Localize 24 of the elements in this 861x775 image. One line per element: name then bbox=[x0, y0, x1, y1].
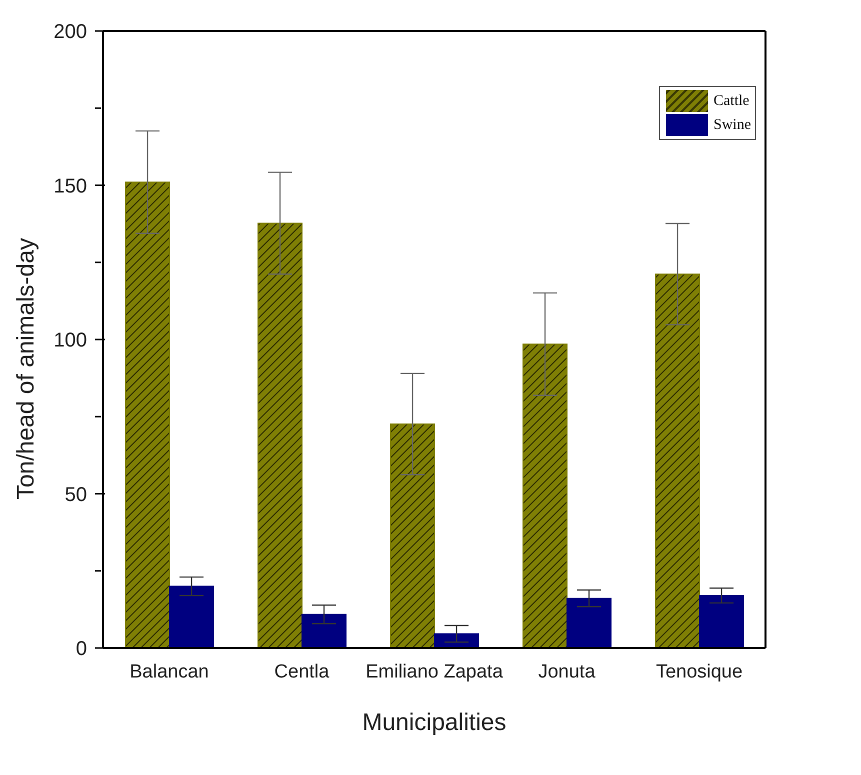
bar bbox=[655, 274, 700, 648]
bar bbox=[566, 598, 612, 648]
bar bbox=[699, 595, 744, 648]
bar bbox=[302, 614, 347, 648]
x-tick-label: Emiliano Zapata bbox=[366, 661, 504, 682]
bar bbox=[258, 222, 303, 648]
bar bbox=[390, 424, 436, 648]
bar bbox=[125, 182, 170, 648]
y-tick-label: 0 bbox=[76, 638, 87, 660]
legend-label: Swine bbox=[714, 116, 751, 135]
x-axis-title: Municipalities bbox=[362, 709, 506, 736]
y-tick-label: 150 bbox=[54, 175, 87, 198]
bar bbox=[169, 586, 214, 648]
bar bbox=[434, 633, 480, 648]
bar bbox=[522, 344, 568, 648]
y-tick-label: 100 bbox=[54, 330, 87, 352]
y-tick-label: 50 bbox=[64, 484, 87, 506]
x-tick-label: Jonuta bbox=[538, 661, 596, 682]
legend-label: Cattle bbox=[714, 92, 750, 111]
x-tick-label: Balancan bbox=[130, 661, 209, 682]
y-axis-title: Ton/head of animals-day bbox=[12, 238, 40, 500]
y-tick-label: 200 bbox=[54, 21, 87, 43]
x-tick-label: Tenosique bbox=[656, 661, 743, 682]
x-tick-label: Centla bbox=[274, 661, 330, 682]
